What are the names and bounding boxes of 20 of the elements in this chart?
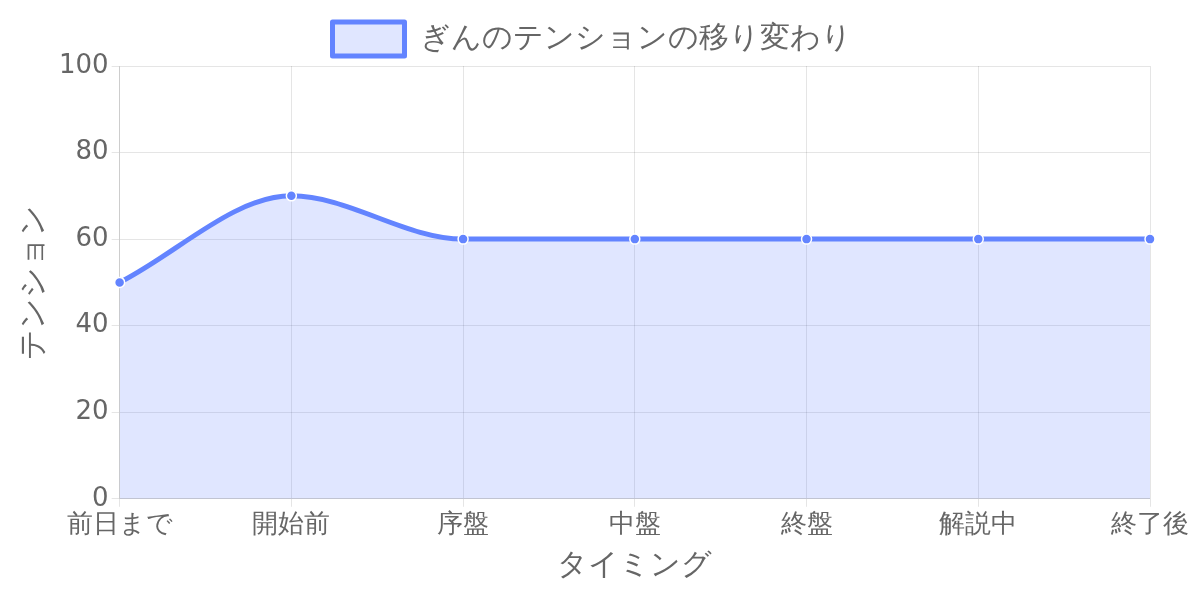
y-tick-label: 20: [75, 394, 109, 425]
x-tick-label: 終盤: [779, 508, 833, 539]
y-tick-label: 100: [58, 48, 109, 79]
point: [800, 233, 813, 245]
y-axis-title: テンション: [13, 204, 49, 360]
point: [1144, 233, 1156, 245]
point: [285, 190, 298, 202]
x-tick-label: 開始前: [252, 508, 331, 539]
x-tick-label: 中盤: [608, 508, 661, 539]
point: [629, 233, 641, 245]
y-tick-label: 80: [75, 135, 109, 166]
x-axis-title: タイミング: [557, 545, 713, 581]
x-tick-label: 序盤: [437, 508, 490, 539]
y-tick-label: 60: [75, 221, 109, 252]
y-tick-label: 40: [75, 308, 109, 339]
x-tick-label: 終了後: [1110, 508, 1189, 539]
legend-label: ぎんのテンションの移り変わり: [419, 18, 852, 54]
x-tick-label: 解説中: [939, 508, 1018, 539]
point: [972, 233, 985, 245]
point: [457, 233, 469, 245]
